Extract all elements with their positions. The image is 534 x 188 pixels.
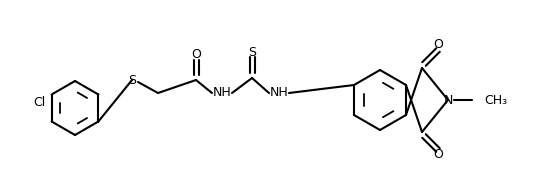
Text: CH₃: CH₃ — [484, 93, 507, 106]
Text: S: S — [128, 74, 136, 86]
Text: Cl: Cl — [33, 96, 45, 109]
Text: S: S — [248, 45, 256, 58]
Text: O: O — [433, 39, 443, 52]
Text: N: N — [443, 93, 453, 106]
Text: NH: NH — [270, 86, 288, 99]
Text: O: O — [433, 149, 443, 161]
Text: O: O — [191, 49, 201, 61]
Text: NH: NH — [213, 86, 231, 99]
